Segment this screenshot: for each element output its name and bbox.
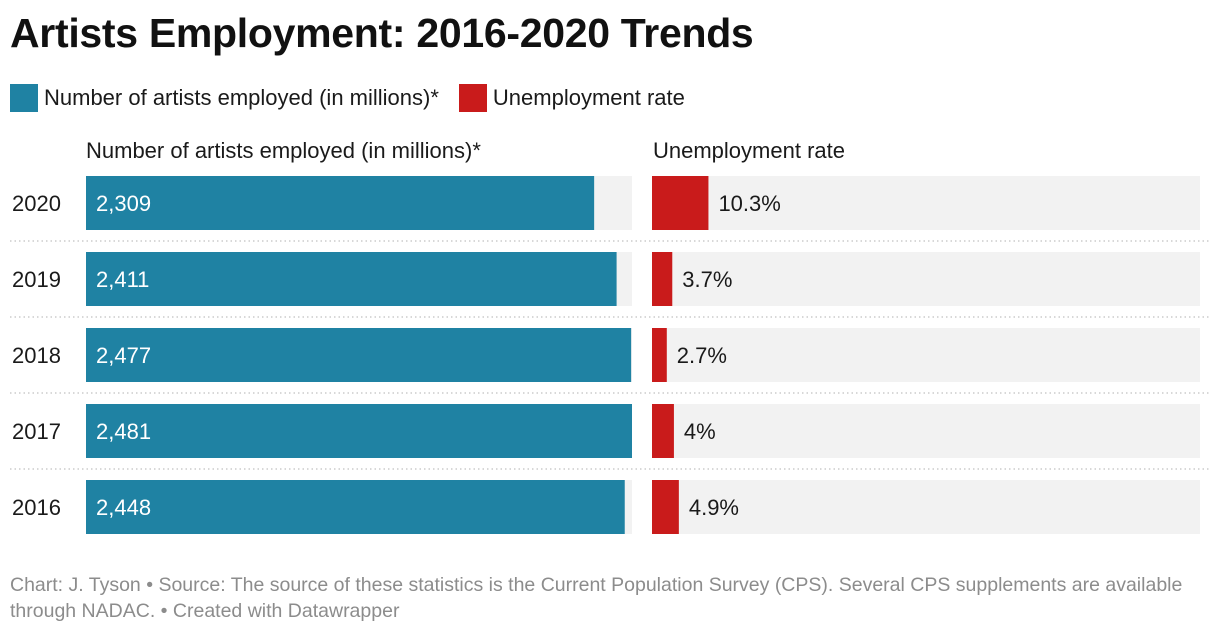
value-label-unemployment: 3.7% <box>682 267 732 292</box>
value-label-employed: 2,481 <box>96 419 151 444</box>
footer-credit: Chart: J. Tyson <box>10 574 141 596</box>
value-label-employed: 2,411 <box>96 267 149 292</box>
bar-employed <box>86 328 632 382</box>
bar-track-unemployment <box>652 404 1200 458</box>
legend: Number of artists employed (in millions)… <box>10 84 705 112</box>
bar-employed <box>86 252 617 306</box>
footer-created: Created with Datawrapper <box>172 600 400 622</box>
value-label-unemployment: 4.9% <box>689 495 739 520</box>
footer-separator-1: • <box>140 574 159 596</box>
bar-unemployment <box>652 176 709 230</box>
legend-swatch-employed <box>10 84 38 112</box>
bar-track-unemployment <box>652 252 1200 306</box>
column-header-unemployment: Unemployment rate <box>653 138 845 163</box>
bar-chart: 2020 2,309 10.3% 2019 2,411 3.7% 2018 2,477 2.7%… <box>10 176 1210 534</box>
bar-unemployment <box>652 404 674 458</box>
bar-unemployment <box>652 480 679 534</box>
bar-unemployment <box>652 252 673 306</box>
legend-label-unemployment: Unemployment rate <box>492 85 685 110</box>
chart-footer: Chart: J. Tyson • Source: The source of … <box>10 572 1210 624</box>
bar-track-unemployment <box>652 480 1200 534</box>
bar-unemployment <box>652 328 667 382</box>
legend-swatch-unemployment <box>458 84 487 112</box>
value-label-unemployment: 4% <box>684 419 716 444</box>
row-label-year: 2019 <box>12 267 61 292</box>
row-label-year: 2020 <box>12 191 61 216</box>
bar-track-unemployment <box>652 176 1200 230</box>
value-label-employed: 2,309 <box>96 191 151 216</box>
legend-item-unemployment: Unemployment rate <box>458 84 685 112</box>
value-label-unemployment: 10.3% <box>718 191 780 216</box>
row-label-year: 2018 <box>12 343 61 368</box>
value-label-employed: 2,477 <box>96 343 151 368</box>
row-label-year: 2017 <box>12 419 61 444</box>
column-header-employed: Number of artists employed (in millions)… <box>86 138 481 163</box>
row-label-year: 2016 <box>12 495 61 520</box>
bar-employed <box>86 176 595 230</box>
legend-label-employed: Number of artists employed (in millions)… <box>44 85 439 110</box>
footer-source: Source: The source of these statistics i… <box>10 574 1183 622</box>
value-label-unemployment: 2.7% <box>677 343 727 368</box>
legend-item-employed: Number of artists employed (in millions)… <box>10 84 439 112</box>
footer-separator-2: • <box>155 600 173 622</box>
bar-employed <box>86 404 632 458</box>
bar-employed <box>86 480 625 534</box>
value-label-employed: 2,448 <box>96 495 151 520</box>
chart-title: Artists Employment: 2016-2020 Trends <box>10 10 754 56</box>
bar-track-unemployment <box>652 328 1200 382</box>
